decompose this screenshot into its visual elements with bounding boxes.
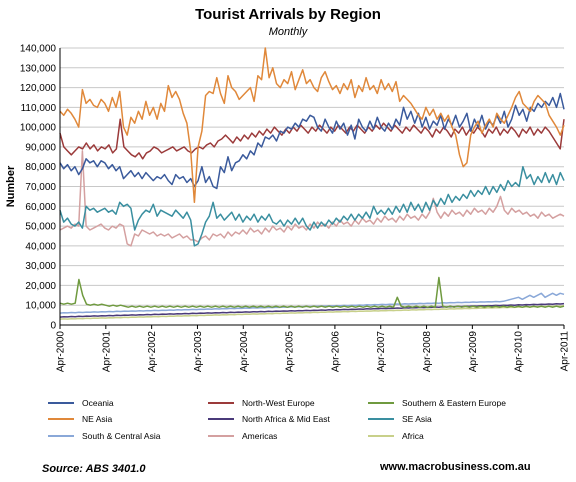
legend: Oceania North-West Europe Southern & Easte… xyxy=(48,398,506,441)
y-tick-label: 130,000 xyxy=(20,63,57,74)
y-tick-label: 90,000 xyxy=(25,142,56,153)
series-line-north-west-europe xyxy=(59,118,565,160)
x-tick-label: Apr-2007 xyxy=(376,331,387,373)
y-tick-label: 80,000 xyxy=(25,162,56,173)
y-axis-label: Number xyxy=(5,165,17,207)
y-tick-label: 110,000 xyxy=(21,103,57,114)
x-tick-label: Apr-2004 xyxy=(239,331,250,373)
y-tick-label: 0 xyxy=(50,321,56,332)
series-line-americas xyxy=(59,150,565,247)
y-tick-label: 120,000 xyxy=(20,83,57,94)
x-tick-label: Apr-2006 xyxy=(330,331,341,373)
legend-label-se-asia: SE Asia xyxy=(402,414,432,424)
y-tick-label: 30,000 xyxy=(25,261,56,272)
y-tick-label: 20,000 xyxy=(25,281,56,292)
x-tick-label: Apr-2011 xyxy=(560,331,571,372)
legend-label-south-central-asia: South & Central Asia xyxy=(82,431,161,441)
site-credit: www.macrobusiness.com.au xyxy=(380,461,531,473)
legend-label-americas: Americas xyxy=(242,431,277,441)
x-tick-label: Apr-2008 xyxy=(422,331,433,373)
y-tick-label: 40,000 xyxy=(25,241,56,252)
y-tick-label: 140,000 xyxy=(20,44,57,55)
x-tick-label: Apr-2001 xyxy=(101,331,112,373)
y-tick-label: 50,000 xyxy=(25,222,56,233)
legend-label-oceania: Oceania xyxy=(82,398,114,408)
series-line-africa xyxy=(59,305,565,320)
legend-label-north-africa-mid-east: North Africa & Mid East xyxy=(242,414,331,424)
x-tick-label: Apr-2002 xyxy=(147,331,158,373)
legend-label-ne-asia: NE Asia xyxy=(82,414,113,424)
chart-title: Tourist Arrivals by Region xyxy=(195,6,381,23)
source-note: Source: ABS 3401.0 xyxy=(42,463,146,475)
legend-label-southern-eastern-europe: Southern & Eastern Europe xyxy=(402,398,506,408)
chart-subtitle: Monthly xyxy=(268,26,308,38)
legend-label-north-west-europe: North-West Europe xyxy=(242,398,315,408)
y-tick-label: 10,000 xyxy=(25,301,56,312)
x-tick-label: Apr-2000 xyxy=(56,331,67,373)
series-lines xyxy=(59,47,565,320)
series-line-southern-eastern-europe xyxy=(59,276,565,308)
y-tick-label: 60,000 xyxy=(25,202,56,213)
axes: 0 10,000 20,000 30,000 40,000 50,000 60,000 70,… xyxy=(5,44,571,373)
x-tick-label: Apr-2005 xyxy=(285,331,296,373)
series-line-ne-asia xyxy=(59,47,565,204)
y-tick-label: 70,000 xyxy=(25,182,56,193)
legend-label-africa: Africa xyxy=(402,431,424,441)
y-tick-label: 100,000 xyxy=(20,123,57,134)
series-line-oceania xyxy=(59,92,565,190)
x-tick-label: Apr-2003 xyxy=(193,331,204,373)
x-tick-label: Apr-2010 xyxy=(514,331,525,373)
x-tick-label: Apr-2009 xyxy=(468,331,479,373)
series-line-se-asia xyxy=(59,165,565,247)
